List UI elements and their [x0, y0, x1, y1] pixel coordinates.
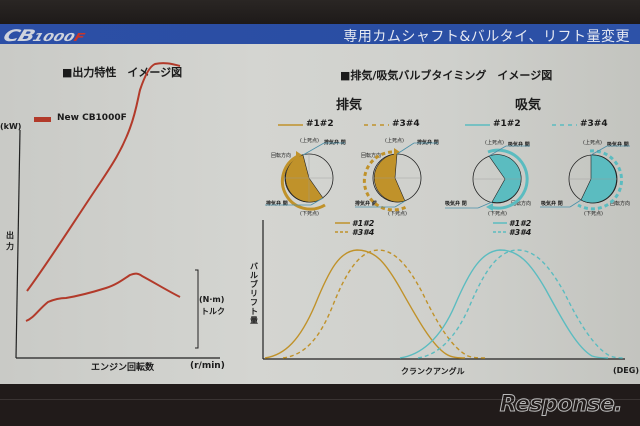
bdc-label-3: (下死点) — [488, 211, 507, 217]
rotation-label-3: 回転方向 — [511, 201, 532, 207]
valve-timing-title: ■排気/吸気バルブタイミング イメージ図 — [340, 69, 553, 82]
exhaust-open-label-2: 排気弁 開 — [355, 201, 377, 207]
intake-heading: 吸気 — [515, 98, 542, 113]
intake-lift-1-2 — [399, 249, 609, 359]
exhaust-timing-diagram-1 — [265, 142, 345, 211]
legend-intake-dashed: #3#4 — [580, 119, 608, 129]
exhaust-timing-diagram-2 — [355, 142, 438, 212]
rotation-label-1: 回転方向 — [271, 153, 292, 159]
tdc-label-1: (上死点) — [300, 138, 319, 144]
legend-exhaust-solid: #1#2 — [306, 119, 334, 129]
slide — [0, 24, 640, 384]
exhaust-lift-3-4 — [282, 249, 486, 359]
crank-angle-axis-label: クランクアングル — [401, 367, 465, 376]
intake-lift-3-4 — [417, 249, 625, 359]
rotation-label-2: 回転方向 — [361, 153, 382, 159]
lift-legend-intake-dashed: #3#4 — [509, 228, 532, 237]
valve-lift-axes — [262, 220, 625, 360]
bdc-label-2: (下死点) — [388, 211, 407, 217]
deg-unit: (DEG) — [613, 366, 639, 375]
tdc-label-3: (上死点) — [485, 140, 504, 146]
intake-close-label-1: 吸気弁 閉 — [445, 201, 467, 207]
intake-close-label-2: 吸気弁 閉 — [541, 201, 563, 207]
lift-legend-exhaust-solid: #1#2 — [352, 219, 375, 228]
exhaust-heading: 排気 — [336, 98, 363, 113]
intake-open-label-1: 吸気弁 開 — [508, 142, 530, 148]
lift-legend-intake-solid: #1#2 — [509, 219, 532, 228]
power-curve — [26, 62, 181, 292]
torque-unit: (N·m) — [199, 295, 225, 304]
bdc-label-4: (下死点) — [584, 211, 603, 217]
header-title: 専用カムシャフト&バルタイ、リフト量変更 — [343, 29, 630, 45]
lift-legend-exhaust-dashed: #3#4 — [352, 228, 375, 237]
exhaust-lift-1-2 — [264, 249, 466, 359]
tdc-label-4: (上死点) — [583, 140, 602, 146]
intake-timing-diagram-1 — [445, 145, 530, 211]
response-watermark: Response. — [499, 392, 623, 418]
bdc-label-1: (下死点) — [300, 211, 319, 217]
intake-open-label-2: 吸気弁 開 — [607, 142, 629, 148]
power-axis-label: 出力 — [6, 231, 14, 251]
legend-swatch-red — [34, 117, 51, 122]
power-chart-axes — [15, 129, 220, 359]
torque-axis-label: トルク — [201, 307, 225, 316]
legend-exhaust-dashed: #3#4 — [392, 119, 420, 129]
legend-intake-solid: #1#2 — [493, 119, 521, 129]
rpm-unit: (r/min) — [190, 361, 225, 371]
intake-timing-diagram-2 — [540, 145, 630, 211]
valve-lift-axis-label: バルブリフト量 — [250, 262, 258, 325]
divider — [0, 399, 640, 400]
header-bar — [0, 24, 640, 44]
tdc-label-2: (上死点) — [385, 138, 404, 144]
legend-label-new-cb1000f: New CB1000F — [57, 113, 127, 123]
top-dark-area — [0, 0, 640, 24]
power-unit: (kW) — [0, 122, 22, 131]
rotation-label-4: 回転方向 — [610, 201, 631, 207]
rpm-axis-label: エンジン回転数 — [91, 363, 155, 373]
exhaust-open-label-1: 排気弁 開 — [266, 201, 288, 207]
power-chart-title: ■出力特性 イメージ図 — [62, 66, 183, 79]
bottom-dark-area — [0, 384, 640, 426]
torque-curve — [25, 272, 181, 322]
